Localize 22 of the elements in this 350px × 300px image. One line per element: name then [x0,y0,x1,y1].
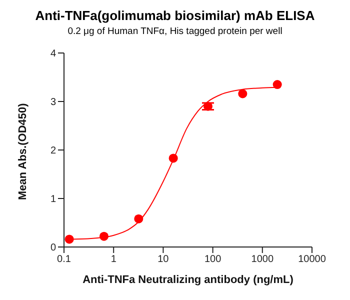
point [238,89,248,98]
y-tick-label: 3 [50,97,56,108]
point [134,214,144,224]
chart-subtitle: 0.2 μg of Human TNFα, His tagged protein per well [66,26,284,37]
x-tick-label: 10000 [298,254,326,266]
y-tick-label: 1 [50,194,56,206]
point [99,232,108,241]
chart-title: Anti-TNFa(golimumab biosimilar) mAb ELISA [34,8,316,23]
y-axis-title: Mean Abs.(OD450) [16,102,29,200]
x-axis-title: Anti-TNFa Neutralizing antibody (ng/mL) [82,274,294,286]
y-tick-label: 4 [50,48,56,60]
y-tick-label: 2 [50,146,56,157]
x-tick-label: 1000 [251,254,274,266]
point [64,234,74,244]
x-tick-label: 100 [204,254,222,266]
point [168,154,178,163]
x-tick-label: 0.1 [57,254,72,266]
y-tick-label: 0 [50,242,56,254]
point [203,102,213,111]
x-tick-label: 1 [110,254,117,266]
x-tick-label: 10 [158,254,170,266]
point [272,80,282,90]
